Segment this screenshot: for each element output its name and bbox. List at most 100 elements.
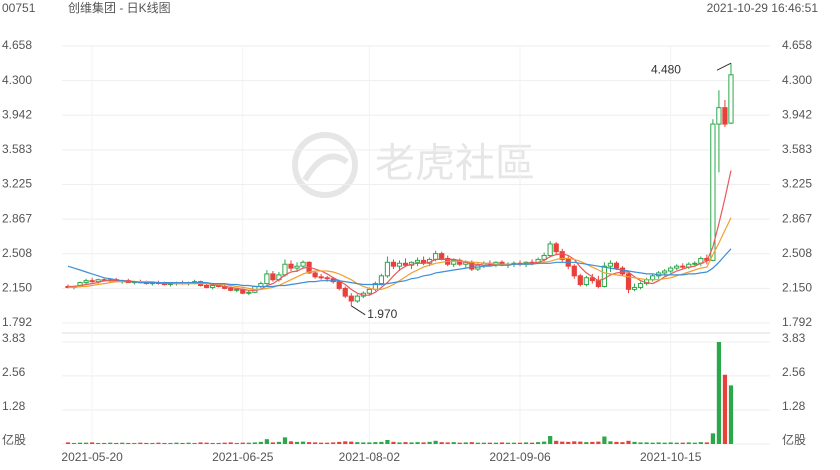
y-tick-label: 4.658 <box>2 38 32 52</box>
y2-tick-label-right: 1.28 <box>782 399 806 413</box>
volume-bar <box>168 442 173 444</box>
volume-bar <box>216 442 221 444</box>
volume-bar <box>728 385 734 444</box>
candle-body <box>547 243 553 257</box>
y2-tick-label: 1.28 <box>2 399 26 413</box>
volume-bar <box>548 436 553 444</box>
x-tick-label: 2021-08-02 <box>339 450 401 464</box>
volume-bar <box>114 442 119 444</box>
volume-bar <box>162 442 167 444</box>
candle-body <box>354 295 360 302</box>
candle-body <box>396 262 403 267</box>
volume-bar <box>578 441 583 444</box>
candle-body <box>228 287 234 291</box>
volume-bar <box>186 442 191 444</box>
y-tick-label-right: 3.225 <box>782 177 812 191</box>
volume-bar <box>523 442 529 444</box>
annotation-leader <box>716 62 732 71</box>
moving-average <box>68 217 732 290</box>
candle-body <box>692 262 698 265</box>
candle-body <box>619 267 626 275</box>
moving-average <box>68 170 732 296</box>
y-tick-label: 2.508 <box>2 246 32 260</box>
y2-tick-label-right: 亿股 <box>782 432 806 447</box>
y2-tick-label: 亿股 <box>2 432 26 447</box>
candle-body <box>270 273 276 281</box>
y-tick-label: 4.300 <box>2 73 32 87</box>
volume-bar <box>602 436 607 444</box>
candle-body <box>246 291 252 294</box>
x-tick-label: 2021-05-20 <box>61 450 123 464</box>
candle-body <box>674 265 680 269</box>
y-tick-label: 2.867 <box>2 211 32 225</box>
volume-bar <box>355 442 360 444</box>
volume-bar <box>174 442 179 444</box>
x-tick-label: 2021-10-15 <box>640 450 702 464</box>
volume-bar <box>626 440 631 444</box>
candle-body <box>336 281 342 289</box>
volume-bar <box>554 440 559 444</box>
volume-bar <box>457 442 462 444</box>
y-tick-label-right: 2.150 <box>782 281 812 295</box>
candle-body <box>288 263 294 269</box>
candle-body <box>294 265 300 269</box>
volume-bar <box>596 441 601 444</box>
candle-body <box>728 74 734 124</box>
candle-body <box>607 262 614 267</box>
candle-body <box>89 280 95 283</box>
volume-bar <box>463 442 468 444</box>
candle-body <box>366 288 372 294</box>
volume-bar <box>343 441 348 444</box>
volume-bar <box>590 441 595 444</box>
volume-bar <box>138 442 143 444</box>
volume-bar <box>306 442 312 444</box>
volume-bar <box>156 442 161 444</box>
volume-bar <box>674 442 679 444</box>
y2-tick-label-right: 3.83 <box>782 331 806 345</box>
x-tick-label: 2021-06-25 <box>212 450 274 464</box>
candle-body <box>210 284 216 288</box>
volume-bar <box>608 441 613 444</box>
volume-bar <box>234 442 239 444</box>
watermark: 老虎社區 <box>375 142 535 186</box>
candle-body <box>300 261 306 267</box>
volume-bar <box>517 442 523 444</box>
candle-body <box>589 277 595 282</box>
volume-bar <box>584 442 589 444</box>
y-tick-label-right: 2.508 <box>782 246 812 260</box>
candle-body <box>595 280 601 287</box>
volume-bar <box>511 442 517 444</box>
volume-bar <box>421 442 426 444</box>
volume-bar <box>704 442 709 444</box>
volume-bar <box>620 442 625 444</box>
annotation-label: 4.480 <box>651 62 681 76</box>
candle-body <box>668 267 674 272</box>
volume-bar <box>361 442 366 444</box>
candle-body <box>583 277 589 286</box>
candle-body <box>83 280 89 284</box>
volume-bar <box>566 441 571 444</box>
y-tick-label-right: 1.792 <box>782 315 812 329</box>
volume-bar <box>240 442 245 444</box>
candle-body <box>378 275 385 285</box>
volume-bar <box>668 442 673 444</box>
y2-tick-label: 2.56 <box>2 365 26 379</box>
candle-body <box>318 276 324 279</box>
candle-body <box>716 107 722 125</box>
candle-body <box>631 286 638 290</box>
annotation-leader <box>350 305 366 316</box>
candle-body <box>710 123 716 261</box>
candle-body <box>541 255 547 260</box>
volume-bar <box>433 440 438 444</box>
y-tick-label-right: 4.658 <box>782 38 812 52</box>
volume-bar <box>493 442 499 444</box>
volume-bar <box>180 442 185 444</box>
volume-bar <box>349 441 354 444</box>
volume-bar <box>252 442 257 444</box>
timestamp: 2021-10-29 16:46:51 <box>707 1 819 15</box>
volume-bar <box>288 441 294 444</box>
volume-bar <box>481 442 486 444</box>
moving-average <box>67 248 732 288</box>
volume-bar <box>65 442 71 444</box>
